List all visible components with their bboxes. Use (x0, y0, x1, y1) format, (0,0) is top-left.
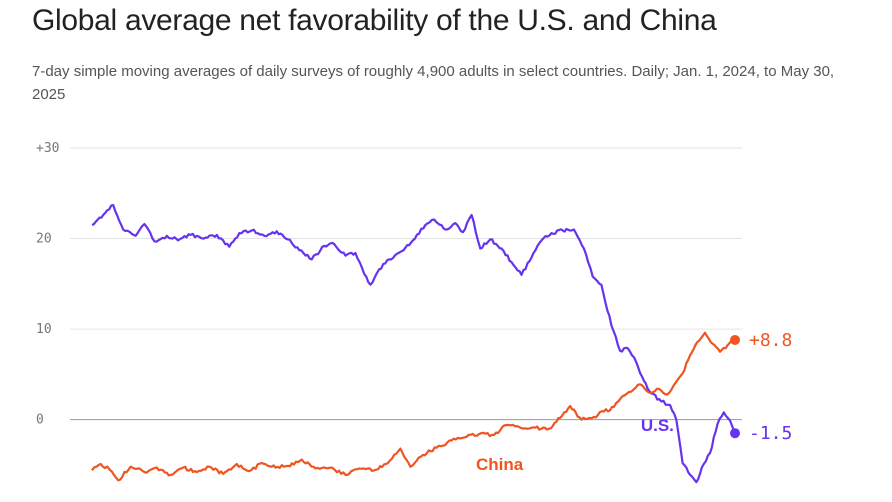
end-point-china (730, 334, 740, 345)
chart-subtitle: 7-day simple moving averages of daily su… (32, 63, 835, 103)
end-value-label-china: +8.8 (749, 330, 792, 351)
gridlines (70, 147, 742, 421)
series-name-label-china: China (476, 455, 524, 474)
y-axis-tick-labels: +30 20 10 0 (36, 141, 59, 428)
y-tick-label: 20 (36, 232, 52, 247)
series-labels: -1.5 U.S. +8.8 China (476, 330, 792, 474)
end-point-us (730, 428, 740, 439)
y-tick-label: +30 (36, 141, 59, 156)
chart-title: Global average net favorability of the U… (32, 4, 717, 37)
y-tick-label: 10 (36, 322, 52, 337)
series-name-label-us: U.S. (641, 416, 674, 435)
series-line-us (91, 203, 737, 484)
series-lines (91, 203, 740, 484)
y-tick-label: 0 (36, 413, 44, 428)
end-value-label-us: -1.5 (749, 423, 792, 444)
series-line-china (91, 331, 736, 482)
